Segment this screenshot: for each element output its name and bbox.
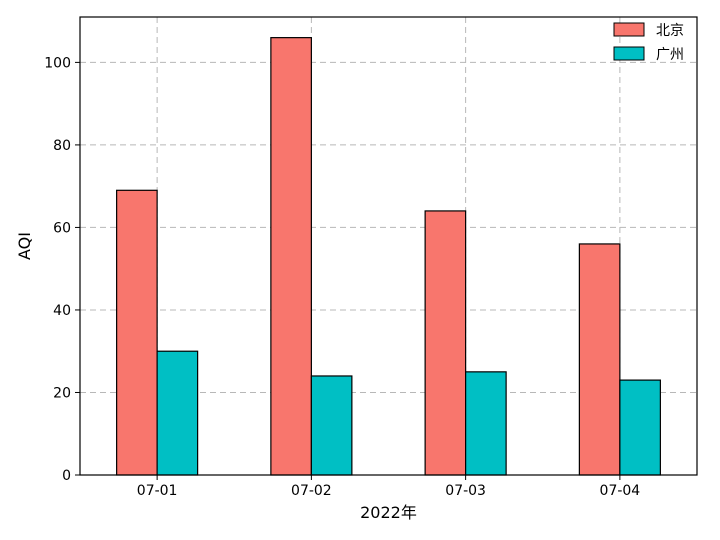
y-tick-label: 20 xyxy=(53,385,71,401)
bar-2-07-04 xyxy=(619,379,661,476)
y-tick-label: 60 xyxy=(53,220,71,236)
y-tick-label: 100 xyxy=(44,55,71,71)
bars xyxy=(116,37,661,476)
bar-2-07-01 xyxy=(156,350,199,476)
x-tick-label: 07-01 xyxy=(137,483,178,499)
bar-1-07-03 xyxy=(424,210,467,476)
legend-swatch xyxy=(613,46,645,61)
y-tick-label: 40 xyxy=(53,303,71,319)
x-tick-label: 07-03 xyxy=(445,483,486,499)
x-tick-label: 07-02 xyxy=(291,483,332,499)
bar-2-07-02 xyxy=(310,375,353,476)
legend-label: 广州 xyxy=(656,47,684,63)
ticks: 0 20 40 60 80 100 07-01 07-02 07-03 07-04 xyxy=(44,55,640,499)
bar-1-07-02 xyxy=(270,37,312,476)
bar-1-07-04 xyxy=(578,243,621,476)
y-tick-label: 80 xyxy=(53,138,71,154)
bar-1-07-01 xyxy=(116,189,158,476)
plot-frame xyxy=(79,16,698,476)
y-tick-label: 0 xyxy=(62,468,71,484)
x-axis-title: 2022年 xyxy=(360,503,417,522)
legend-swatch xyxy=(613,22,645,37)
bar-2-07-03 xyxy=(465,371,507,476)
y-axis-title: AQI xyxy=(15,232,34,260)
x-tick-label: 07-04 xyxy=(600,483,641,499)
legend-label: 北京 xyxy=(656,23,684,39)
